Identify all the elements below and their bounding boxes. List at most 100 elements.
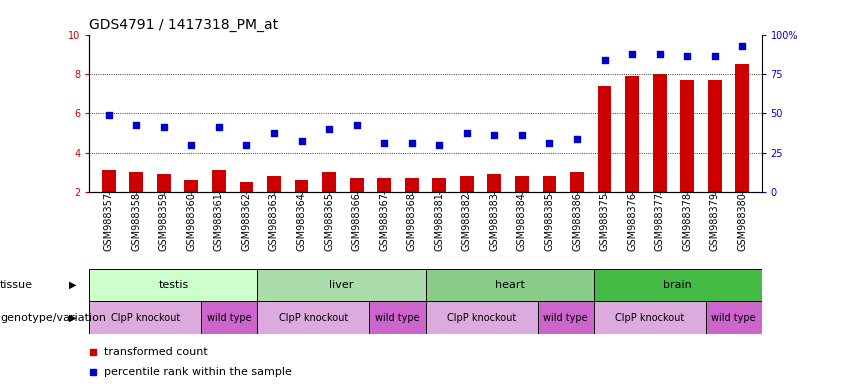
Text: tissue: tissue — [0, 280, 33, 290]
Text: ClpP knockout: ClpP knockout — [447, 313, 517, 323]
Text: GDS4791 / 1417318_PM_at: GDS4791 / 1417318_PM_at — [89, 18, 278, 32]
FancyBboxPatch shape — [593, 269, 762, 301]
Bar — [129, 172, 143, 192]
Text: GSM988358: GSM988358 — [131, 192, 141, 251]
Point — [460, 130, 474, 136]
Point — [185, 142, 198, 148]
Point — [405, 140, 419, 146]
Bar — [543, 176, 557, 192]
Text: percentile rank within the sample: percentile rank within the sample — [104, 366, 292, 377]
Point — [240, 142, 254, 148]
Point — [102, 112, 116, 118]
Point — [294, 138, 308, 144]
Bar — [157, 174, 171, 192]
Bar — [102, 170, 116, 192]
Point — [157, 124, 170, 130]
Bar — [432, 178, 446, 192]
Text: GSM988361: GSM988361 — [214, 192, 224, 251]
Point — [432, 142, 446, 148]
Text: GSM988375: GSM988375 — [600, 192, 609, 251]
Text: GSM988380: GSM988380 — [737, 192, 747, 251]
Bar — [323, 172, 336, 192]
FancyBboxPatch shape — [89, 269, 257, 301]
FancyBboxPatch shape — [369, 301, 426, 334]
Text: GSM988379: GSM988379 — [710, 192, 720, 251]
Text: GSM988384: GSM988384 — [517, 192, 527, 251]
Text: wild type: wild type — [207, 313, 252, 323]
Text: GSM988381: GSM988381 — [434, 192, 444, 251]
FancyBboxPatch shape — [426, 301, 538, 334]
Point — [570, 136, 584, 142]
Bar — [515, 176, 528, 192]
Bar — [294, 180, 308, 192]
Point — [350, 122, 363, 128]
Text: liver: liver — [329, 280, 354, 290]
Text: GSM988367: GSM988367 — [380, 192, 389, 251]
FancyBboxPatch shape — [89, 301, 202, 334]
Bar — [212, 170, 226, 192]
Text: GSM988378: GSM988378 — [683, 192, 692, 251]
Text: ▶: ▶ — [69, 313, 77, 323]
Bar — [708, 80, 722, 192]
Bar — [570, 172, 584, 192]
Text: ClpP knockout: ClpP knockout — [279, 313, 348, 323]
Point — [625, 51, 639, 57]
Text: GSM988385: GSM988385 — [545, 192, 555, 251]
Point — [488, 132, 501, 138]
Point — [653, 51, 666, 57]
Bar — [267, 176, 281, 192]
Text: GSM988363: GSM988363 — [269, 192, 279, 251]
Text: GSM988364: GSM988364 — [296, 192, 306, 251]
Text: GSM988359: GSM988359 — [159, 192, 168, 251]
Text: heart: heart — [494, 280, 524, 290]
Bar — [377, 178, 391, 192]
Point — [267, 130, 281, 136]
Point — [129, 122, 143, 128]
Text: GSM988382: GSM988382 — [462, 192, 471, 251]
Bar — [239, 182, 254, 192]
Point — [212, 124, 226, 130]
Text: wild type: wild type — [711, 313, 756, 323]
Bar — [185, 180, 198, 192]
Point — [735, 43, 749, 50]
Text: GSM988366: GSM988366 — [351, 192, 362, 251]
Text: GSM988377: GSM988377 — [654, 192, 665, 251]
Text: GSM988365: GSM988365 — [324, 192, 334, 251]
Point — [708, 53, 722, 59]
Text: GSM988357: GSM988357 — [104, 192, 114, 251]
Text: wild type: wild type — [375, 313, 420, 323]
Text: GSM988386: GSM988386 — [572, 192, 582, 251]
Bar — [597, 86, 612, 192]
Text: genotype/variation: genotype/variation — [0, 313, 106, 323]
Bar — [460, 176, 474, 192]
Text: GSM988362: GSM988362 — [242, 192, 251, 251]
Text: GSM988368: GSM988368 — [407, 192, 417, 251]
Point — [323, 126, 336, 132]
Point — [597, 57, 611, 63]
Bar — [405, 178, 419, 192]
Text: testis: testis — [158, 280, 189, 290]
FancyBboxPatch shape — [593, 301, 705, 334]
Text: transformed count: transformed count — [104, 346, 208, 357]
Bar — [625, 76, 639, 192]
Text: ▶: ▶ — [69, 280, 77, 290]
Point — [515, 132, 528, 138]
Text: ClpP knockout: ClpP knockout — [615, 313, 684, 323]
Bar — [488, 174, 501, 192]
Text: wild type: wild type — [543, 313, 588, 323]
Bar — [735, 64, 749, 192]
FancyBboxPatch shape — [202, 301, 257, 334]
FancyBboxPatch shape — [426, 269, 593, 301]
Text: ClpP knockout: ClpP knockout — [111, 313, 180, 323]
FancyBboxPatch shape — [257, 269, 426, 301]
Point — [681, 53, 694, 59]
Bar — [653, 74, 666, 192]
FancyBboxPatch shape — [257, 301, 369, 334]
FancyBboxPatch shape — [538, 301, 593, 334]
Text: GSM988360: GSM988360 — [186, 192, 197, 251]
Text: brain: brain — [663, 280, 692, 290]
Text: GSM988383: GSM988383 — [489, 192, 500, 251]
Text: GSM988376: GSM988376 — [627, 192, 637, 251]
Point — [543, 140, 557, 146]
Point — [377, 140, 391, 146]
